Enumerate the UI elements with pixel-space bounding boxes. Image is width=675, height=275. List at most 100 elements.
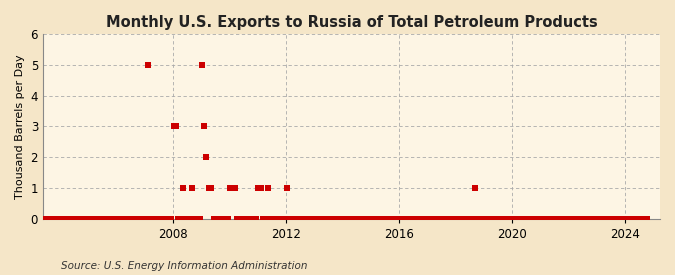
- Point: [154, 216, 165, 221]
- Point: [293, 216, 304, 221]
- Point: [166, 216, 177, 221]
- Point: [206, 186, 217, 190]
- Point: [460, 216, 471, 221]
- Point: [568, 216, 579, 221]
- Point: [232, 216, 242, 221]
- Point: [580, 216, 591, 221]
- Point: [389, 216, 400, 221]
- Point: [199, 124, 210, 128]
- Point: [135, 216, 146, 221]
- Point: [152, 216, 163, 221]
- Point: [267, 216, 278, 221]
- Point: [623, 216, 634, 221]
- Point: [121, 216, 132, 221]
- Point: [281, 186, 292, 190]
- Point: [274, 216, 285, 221]
- Point: [505, 216, 516, 221]
- Point: [244, 216, 254, 221]
- Point: [32, 216, 43, 221]
- Point: [246, 216, 256, 221]
- Point: [321, 216, 332, 221]
- Point: [114, 216, 125, 221]
- Point: [328, 216, 339, 221]
- Point: [217, 216, 228, 221]
- Point: [248, 216, 259, 221]
- Point: [38, 216, 49, 221]
- Point: [144, 216, 155, 221]
- Point: [100, 216, 111, 221]
- Point: [413, 216, 424, 221]
- Point: [298, 216, 308, 221]
- Point: [514, 216, 525, 221]
- Point: [423, 216, 433, 221]
- Point: [606, 216, 617, 221]
- Point: [552, 216, 563, 221]
- Point: [625, 216, 636, 221]
- Point: [220, 216, 231, 221]
- Point: [258, 216, 269, 221]
- Point: [284, 216, 294, 221]
- Point: [432, 216, 443, 221]
- Point: [462, 216, 473, 221]
- Point: [434, 216, 445, 221]
- Point: [454, 216, 464, 221]
- Point: [319, 216, 329, 221]
- Point: [203, 186, 214, 190]
- Point: [46, 216, 57, 221]
- Point: [347, 216, 358, 221]
- Point: [369, 216, 379, 221]
- Point: [53, 216, 63, 221]
- Point: [470, 186, 481, 190]
- Point: [601, 216, 612, 221]
- Point: [57, 216, 68, 221]
- Point: [255, 186, 266, 190]
- Point: [599, 216, 610, 221]
- Point: [467, 216, 478, 221]
- Point: [634, 216, 645, 221]
- Point: [521, 216, 532, 221]
- Point: [133, 216, 144, 221]
- Point: [340, 216, 351, 221]
- Point: [149, 216, 160, 221]
- Point: [408, 216, 419, 221]
- Point: [524, 216, 535, 221]
- Point: [557, 216, 568, 221]
- Point: [392, 216, 403, 221]
- Point: [105, 216, 115, 221]
- Point: [84, 216, 95, 221]
- Point: [291, 216, 302, 221]
- Point: [562, 216, 572, 221]
- Point: [95, 216, 106, 221]
- Point: [140, 216, 151, 221]
- Point: [498, 216, 509, 221]
- Point: [350, 216, 360, 221]
- Point: [157, 216, 167, 221]
- Point: [406, 216, 417, 221]
- Point: [540, 216, 551, 221]
- Point: [545, 216, 556, 221]
- Point: [142, 62, 153, 67]
- Point: [375, 216, 386, 221]
- Point: [67, 216, 78, 221]
- Point: [547, 216, 558, 221]
- Point: [609, 216, 620, 221]
- Point: [34, 216, 45, 221]
- Point: [176, 216, 186, 221]
- Point: [585, 216, 596, 221]
- Point: [335, 216, 346, 221]
- Point: [495, 216, 506, 221]
- Point: [628, 216, 639, 221]
- Point: [448, 216, 459, 221]
- Point: [112, 216, 123, 221]
- Point: [510, 216, 520, 221]
- Point: [331, 216, 342, 221]
- Point: [76, 216, 87, 221]
- Point: [578, 216, 589, 221]
- Point: [222, 216, 233, 221]
- Point: [559, 216, 570, 221]
- Point: [269, 216, 280, 221]
- Point: [312, 216, 323, 221]
- Point: [250, 216, 261, 221]
- Point: [310, 216, 321, 221]
- Point: [632, 216, 643, 221]
